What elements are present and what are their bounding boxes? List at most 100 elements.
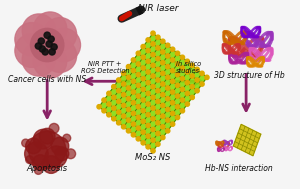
Circle shape: [141, 44, 146, 49]
Circle shape: [15, 23, 48, 56]
Circle shape: [161, 135, 165, 140]
Circle shape: [25, 142, 48, 166]
Circle shape: [180, 55, 184, 60]
Text: Hb-NS interaction: Hb-NS interaction: [206, 164, 273, 173]
Circle shape: [180, 98, 184, 102]
Circle shape: [166, 75, 170, 80]
Circle shape: [107, 91, 111, 96]
Circle shape: [112, 106, 116, 110]
Circle shape: [185, 70, 190, 74]
Circle shape: [141, 55, 146, 60]
Circle shape: [190, 63, 194, 67]
Circle shape: [156, 67, 160, 71]
Circle shape: [102, 109, 106, 113]
Circle shape: [141, 77, 146, 81]
Circle shape: [131, 133, 136, 137]
Circle shape: [170, 47, 175, 51]
Circle shape: [136, 137, 140, 141]
Circle shape: [33, 45, 67, 78]
Circle shape: [185, 102, 190, 106]
Circle shape: [131, 58, 136, 62]
Circle shape: [34, 167, 42, 174]
Circle shape: [151, 31, 155, 35]
Circle shape: [151, 149, 155, 153]
Circle shape: [156, 142, 160, 146]
Circle shape: [146, 81, 150, 85]
Circle shape: [156, 99, 160, 104]
Circle shape: [161, 93, 165, 97]
Circle shape: [146, 48, 150, 53]
Circle shape: [190, 95, 194, 100]
Circle shape: [47, 28, 80, 62]
Text: Cancer cells with NS: Cancer cells with NS: [8, 75, 86, 84]
Circle shape: [166, 129, 170, 133]
Circle shape: [146, 102, 150, 106]
Circle shape: [166, 43, 170, 47]
Circle shape: [170, 58, 175, 62]
Circle shape: [156, 78, 160, 82]
Circle shape: [180, 109, 184, 113]
Circle shape: [161, 125, 165, 129]
Circle shape: [38, 38, 44, 44]
Polygon shape: [233, 124, 261, 156]
Circle shape: [44, 32, 50, 38]
Circle shape: [185, 59, 190, 64]
Circle shape: [107, 102, 111, 106]
Circle shape: [156, 35, 160, 40]
Circle shape: [151, 138, 155, 142]
Circle shape: [170, 122, 175, 126]
Circle shape: [151, 106, 155, 110]
Circle shape: [176, 115, 180, 120]
Circle shape: [66, 149, 76, 159]
Circle shape: [151, 53, 155, 57]
Circle shape: [170, 90, 175, 94]
Circle shape: [161, 71, 165, 75]
Circle shape: [16, 14, 79, 76]
Circle shape: [180, 77, 184, 81]
Circle shape: [131, 79, 136, 84]
Circle shape: [122, 71, 126, 75]
Circle shape: [170, 79, 175, 84]
Circle shape: [112, 84, 116, 89]
Circle shape: [136, 73, 140, 77]
Text: 3D structure of Hb: 3D structure of Hb: [214, 71, 284, 81]
Circle shape: [151, 42, 155, 46]
Text: In silico
studies: In silico studies: [176, 61, 201, 74]
Circle shape: [42, 49, 48, 55]
Circle shape: [156, 131, 160, 136]
Circle shape: [15, 34, 48, 67]
Circle shape: [161, 114, 165, 118]
Circle shape: [112, 95, 116, 100]
Circle shape: [161, 50, 165, 54]
Circle shape: [205, 75, 209, 80]
Circle shape: [51, 44, 57, 50]
Circle shape: [126, 75, 131, 80]
Circle shape: [141, 130, 146, 134]
Circle shape: [42, 156, 60, 173]
Circle shape: [131, 111, 136, 116]
Circle shape: [112, 117, 116, 121]
Circle shape: [170, 69, 175, 73]
Polygon shape: [99, 33, 207, 151]
Circle shape: [180, 66, 184, 70]
Circle shape: [126, 129, 131, 133]
Circle shape: [176, 94, 180, 98]
Circle shape: [102, 98, 106, 102]
Circle shape: [156, 89, 160, 93]
Circle shape: [146, 91, 150, 96]
Circle shape: [46, 41, 52, 47]
Circle shape: [151, 95, 155, 100]
Circle shape: [39, 128, 55, 144]
Circle shape: [43, 39, 76, 72]
Circle shape: [136, 94, 140, 98]
Circle shape: [136, 126, 140, 130]
Circle shape: [146, 70, 150, 74]
Text: NIR PTT +
ROS Detection: NIR PTT + ROS Detection: [81, 61, 129, 74]
Circle shape: [117, 110, 121, 114]
Circle shape: [136, 62, 140, 66]
Circle shape: [170, 111, 175, 116]
Circle shape: [26, 138, 41, 154]
Circle shape: [136, 51, 140, 55]
Circle shape: [122, 125, 126, 129]
Circle shape: [180, 87, 184, 91]
